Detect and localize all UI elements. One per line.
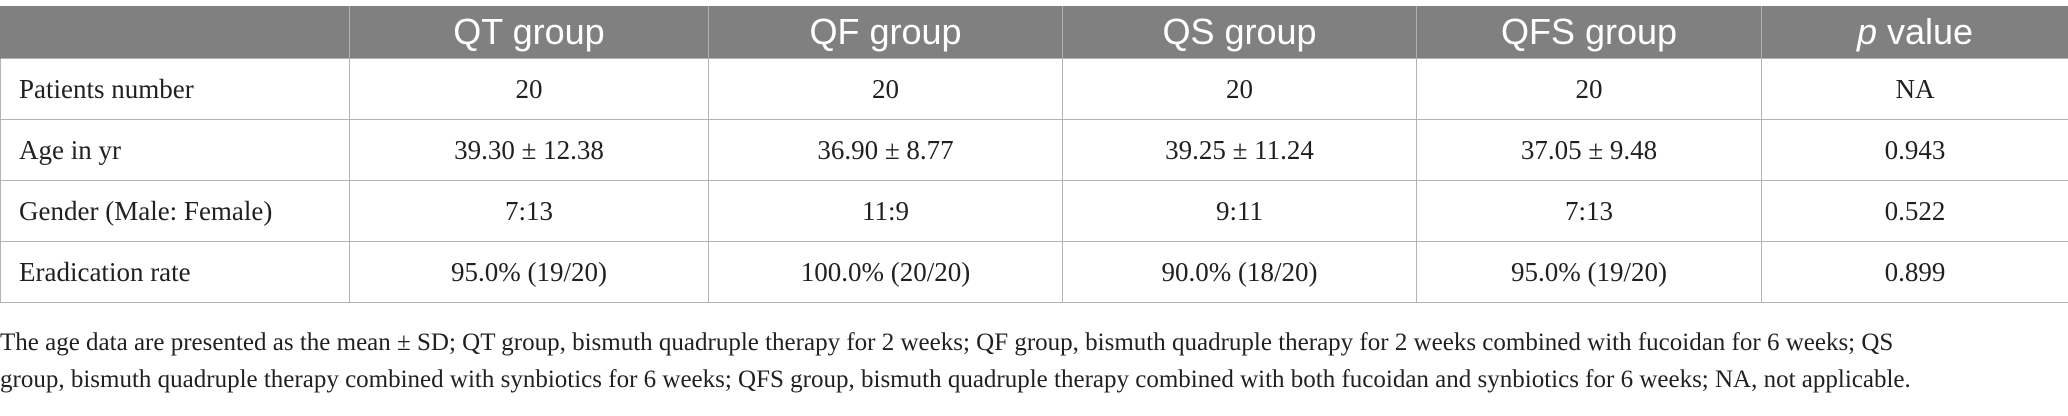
table-cell: 36.90 ± 8.77 [708, 119, 1063, 181]
header-cell-p-value: p value [1761, 6, 2068, 59]
table-cell: 95.0% (19/20) [349, 241, 709, 303]
row-label: Gender (Male: Female) [0, 180, 350, 242]
p-symbol: p [1856, 11, 1877, 52]
table-cell: 11:9 [708, 180, 1063, 242]
table-cell: 39.25 ± 11.24 [1062, 119, 1417, 181]
table-cell: 7:13 [349, 180, 709, 242]
header-cell-qf-group: QF group [708, 6, 1063, 59]
header-cell-qt-group: QT group [349, 6, 709, 59]
footnote-line-2: group, bismuth quadruple therapy combine… [0, 366, 1911, 393]
table-row: Patients number 20 20 20 20 NA [0, 58, 2068, 120]
table-cell: 100.0% (20/20) [708, 241, 1063, 303]
data-table-container: QT group QF group QS group QFS group p v… [0, 6, 2068, 303]
table-cell: 20 [1416, 58, 1762, 120]
header-cell-empty [0, 6, 350, 59]
table-cell: 20 [1062, 58, 1417, 120]
table-cell: NA [1761, 58, 2068, 120]
row-label: Eradication rate [0, 241, 350, 303]
table-cell: 0.899 [1761, 241, 2068, 303]
table-cell: 39.30 ± 12.38 [349, 119, 709, 181]
table-cell: 95.0% (19/20) [1416, 241, 1762, 303]
data-table: QT group QF group QS group QFS group p v… [0, 6, 2068, 303]
header-cell-qs-group: QS group [1062, 6, 1417, 59]
header-cell-qfs-group: QFS group [1416, 6, 1762, 59]
table-footnote: The age data are presented as the mean ±… [0, 324, 2062, 398]
table-cell: 37.05 ± 9.48 [1416, 119, 1762, 181]
table-cell: 9:11 [1062, 180, 1417, 242]
table-cell: 0.522 [1761, 180, 2068, 242]
table-cell: 20 [708, 58, 1063, 120]
table-cell: 90.0% (18/20) [1062, 241, 1417, 303]
footnote-line-1: The age data are presented as the mean ±… [0, 329, 1894, 356]
table-cell: 7:13 [1416, 180, 1762, 242]
table-row: Age in yr 39.30 ± 12.38 36.90 ± 8.77 39.… [0, 119, 2068, 181]
header-row: QT group QF group QS group QFS group p v… [0, 6, 2068, 59]
row-label: Patients number [0, 58, 350, 120]
p-value-label: value [1876, 11, 1974, 52]
table-cell: 0.943 [1761, 119, 2068, 181]
table-row: Gender (Male: Female) 7:13 11:9 9:11 7:1… [0, 180, 2068, 242]
table-cell: 20 [349, 58, 709, 120]
row-label: Age in yr [0, 119, 350, 181]
table-row: Eradication rate 95.0% (19/20) 100.0% (2… [0, 241, 2068, 303]
